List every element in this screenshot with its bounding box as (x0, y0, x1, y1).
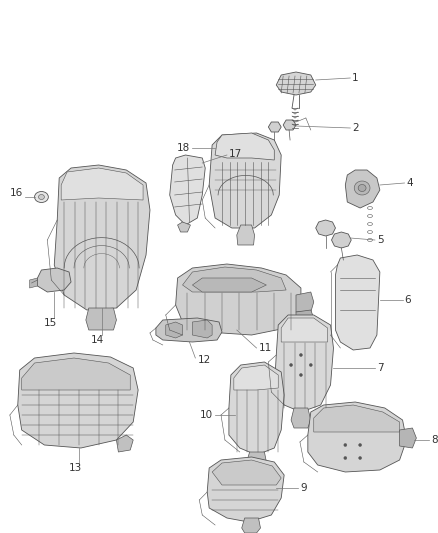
Polygon shape (242, 518, 261, 533)
Text: 7: 7 (377, 363, 384, 373)
Polygon shape (30, 278, 38, 288)
Polygon shape (170, 155, 205, 225)
Polygon shape (183, 267, 286, 292)
Polygon shape (192, 320, 212, 338)
Polygon shape (314, 405, 399, 432)
Polygon shape (38, 268, 71, 292)
Polygon shape (276, 72, 316, 95)
Text: 4: 4 (406, 178, 413, 188)
Polygon shape (54, 165, 150, 310)
Polygon shape (166, 322, 183, 338)
Text: 5: 5 (377, 235, 384, 245)
Polygon shape (296, 292, 314, 312)
Text: 14: 14 (91, 335, 104, 345)
Ellipse shape (354, 181, 370, 195)
Text: 12: 12 (198, 355, 211, 365)
Polygon shape (247, 452, 266, 470)
Polygon shape (177, 222, 191, 232)
Polygon shape (207, 457, 284, 522)
Text: 16: 16 (10, 188, 23, 198)
Polygon shape (316, 220, 336, 236)
Ellipse shape (35, 191, 48, 203)
Polygon shape (332, 232, 351, 248)
Ellipse shape (359, 443, 362, 447)
Polygon shape (117, 435, 133, 452)
Polygon shape (18, 353, 138, 448)
Ellipse shape (300, 374, 302, 376)
Text: 10: 10 (200, 410, 213, 420)
Polygon shape (296, 310, 314, 325)
Text: 8: 8 (431, 435, 438, 445)
Ellipse shape (290, 364, 293, 367)
Text: 13: 13 (68, 463, 81, 473)
Polygon shape (268, 122, 281, 132)
Polygon shape (86, 308, 117, 330)
Ellipse shape (359, 456, 362, 459)
Text: 2: 2 (352, 123, 359, 133)
Polygon shape (212, 460, 281, 485)
Polygon shape (234, 365, 278, 390)
Polygon shape (308, 402, 406, 472)
Polygon shape (192, 278, 266, 292)
Polygon shape (281, 318, 328, 342)
Ellipse shape (344, 456, 347, 459)
Polygon shape (209, 133, 281, 228)
Ellipse shape (358, 184, 366, 191)
Ellipse shape (344, 443, 347, 447)
Text: 1: 1 (352, 73, 359, 83)
Polygon shape (237, 225, 254, 245)
Text: 18: 18 (177, 143, 191, 153)
Text: 11: 11 (258, 343, 272, 353)
Text: 6: 6 (405, 295, 411, 305)
Ellipse shape (300, 353, 302, 357)
Polygon shape (215, 133, 274, 160)
Polygon shape (176, 264, 301, 335)
Text: 9: 9 (300, 483, 307, 493)
Polygon shape (399, 428, 417, 448)
Text: 15: 15 (44, 318, 57, 328)
Polygon shape (229, 362, 284, 455)
Polygon shape (336, 255, 380, 350)
Polygon shape (345, 170, 380, 208)
Ellipse shape (309, 364, 312, 367)
Polygon shape (22, 358, 130, 390)
Polygon shape (291, 408, 311, 428)
Text: 17: 17 (229, 149, 242, 159)
Polygon shape (156, 318, 222, 342)
Polygon shape (61, 168, 143, 200)
Ellipse shape (39, 195, 44, 199)
Polygon shape (283, 120, 296, 130)
Polygon shape (274, 315, 333, 412)
